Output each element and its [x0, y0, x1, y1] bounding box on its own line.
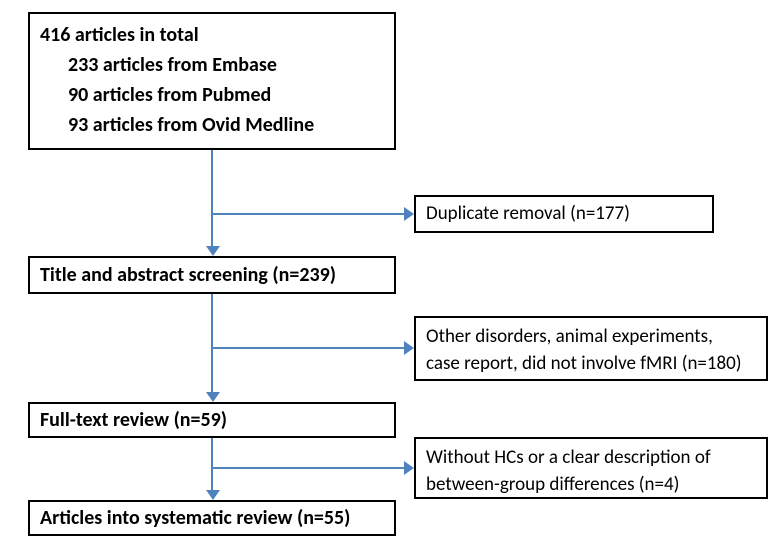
edge-branch-dup-hhead — [404, 207, 414, 221]
node-dup-removal-text: Duplicate removal (n=177) — [426, 200, 630, 229]
edge-total-screening-vhead — [206, 246, 220, 256]
edge-screening-fulltext-vhead — [206, 392, 220, 402]
node-total-line3: 93 articles from Ovid Medline — [40, 110, 384, 140]
node-fulltext: Full-text review (n=59) — [28, 402, 396, 438]
node-screening-text: Title and abstract screening (n=239) — [40, 260, 336, 290]
flowchart-canvas: 416 articles in total 233 articles from … — [0, 0, 784, 542]
node-total-line0: 416 articles in total — [40, 20, 384, 50]
node-dup-removal: Duplicate removal (n=177) — [414, 195, 714, 233]
node-final: Articles into systematic review (n=55) — [28, 500, 396, 536]
edge-branch-excl2-hhead — [404, 461, 414, 475]
node-excl1-line1: Other disorders, animal experiments, — [426, 324, 756, 351]
edge-branch-dup-hline — [212, 213, 406, 215]
node-fulltext-text: Full-text review (n=59) — [40, 405, 227, 435]
edge-branch-excl1-hhead — [404, 341, 414, 355]
node-excl2-line2: between-group differences (n=4) — [426, 472, 756, 499]
edge-fulltext-final-vline — [211, 438, 213, 492]
edge-total-screening-vline — [211, 150, 213, 248]
edge-branch-excl1-hline — [212, 347, 406, 349]
node-screening: Title and abstract screening (n=239) — [28, 256, 396, 294]
node-excl1: Other disorders, animal experiments, cas… — [414, 316, 768, 381]
node-total: 416 articles in total 233 articles from … — [28, 12, 396, 150]
edge-branch-excl2-hline — [212, 467, 406, 469]
edge-screening-fulltext-vline — [211, 294, 213, 394]
node-final-text: Articles into systematic review (n=55) — [40, 503, 350, 533]
edge-fulltext-final-vhead — [206, 490, 220, 500]
node-total-line2: 90 articles from Pubmed — [40, 80, 384, 110]
node-total-line1: 233 articles from Embase — [40, 50, 384, 80]
node-excl1-line2: case report, did not involve fMRI (n=180… — [426, 351, 756, 378]
node-excl2: Without HCs or a clear description of be… — [414, 437, 768, 499]
node-excl2-line1: Without HCs or a clear description of — [426, 445, 756, 472]
